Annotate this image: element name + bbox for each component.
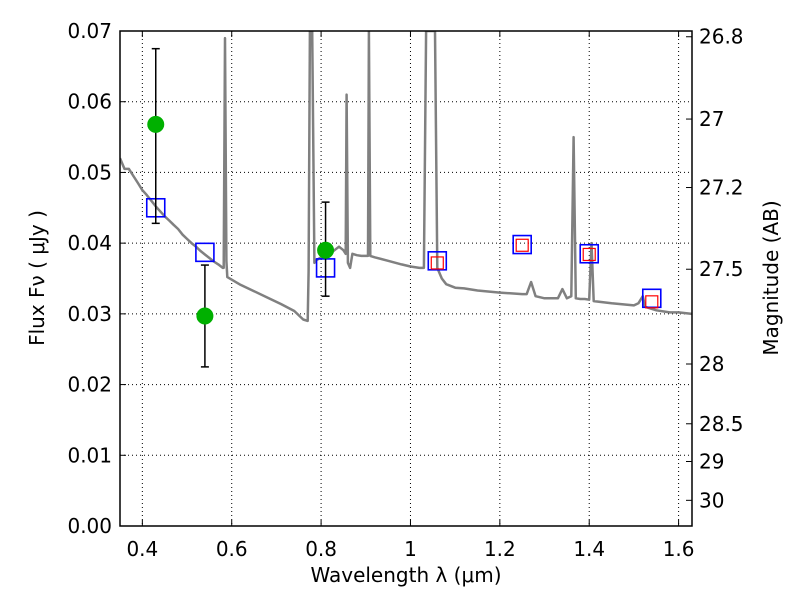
model-photometry-square (195, 242, 215, 263)
right-tick-labels: 26.8 27 27.2 27.5 28 28.5 29 30 (699, 25, 744, 513)
observed-flux-point (147, 115, 165, 133)
y-tick-label: 0.02 (67, 373, 112, 397)
right-tick-label: 27 (699, 107, 724, 131)
observed-square (582, 247, 596, 262)
model-photometry-square (427, 251, 448, 271)
y-tick-label: 0.00 (67, 514, 112, 538)
spectrum-line (120, 31, 692, 323)
x-tick-label: 1.2 (484, 537, 516, 561)
model-photometry-square (579, 243, 600, 264)
plot-frame (119, 30, 693, 527)
y-tick-label: 0.05 (67, 160, 112, 184)
x-tick-label: 1.6 (663, 537, 695, 561)
x-axis-label: Wavelength λ (μm) (310, 563, 501, 587)
x-tick-labels: 0.4 0.6 0.8 1 1.2 1.4 1.6 (126, 537, 694, 561)
y-tick-label: 0.01 (67, 443, 112, 467)
x-tick-label: 1.4 (573, 537, 605, 561)
model-photometry-square (512, 234, 532, 255)
observed-flux-point (317, 241, 335, 259)
x-tick-label: 1 (404, 537, 417, 561)
right-tick-label: 26.8 (699, 25, 744, 49)
right-tick-label: 29 (699, 450, 724, 474)
x-tick-label: 0.4 (126, 537, 158, 561)
x-tick-label: 0.8 (305, 537, 337, 561)
right-tick-label: 27.2 (699, 176, 744, 200)
observed-flux-point (196, 307, 214, 325)
right-tick-label: 28 (699, 352, 724, 376)
y-axis-label: Flux Fν ( μJy ) (25, 210, 49, 346)
right-tick-label: 30 (699, 488, 724, 512)
observed-square (430, 256, 444, 270)
y-tick-label: 0.07 (67, 19, 112, 43)
observed-square (515, 238, 529, 252)
right-tick-label: 27.5 (699, 257, 744, 281)
right-axis-label: Magnitude (AB) (759, 200, 783, 355)
y-tick-label: 0.03 (67, 302, 112, 326)
x-tick-label: 0.6 (216, 537, 248, 561)
observed-square (645, 295, 659, 309)
y-tick-label: 0.04 (67, 231, 112, 255)
y-tick-label: 0.06 (67, 90, 112, 114)
right-tick-label: 28.5 (699, 412, 744, 436)
plot-area (120, 31, 692, 368)
axis-ticks (120, 30, 692, 527)
y-tick-labels: 0.00 0.01 0.02 0.03 0.04 0.05 0.06 0.07 (67, 19, 112, 538)
